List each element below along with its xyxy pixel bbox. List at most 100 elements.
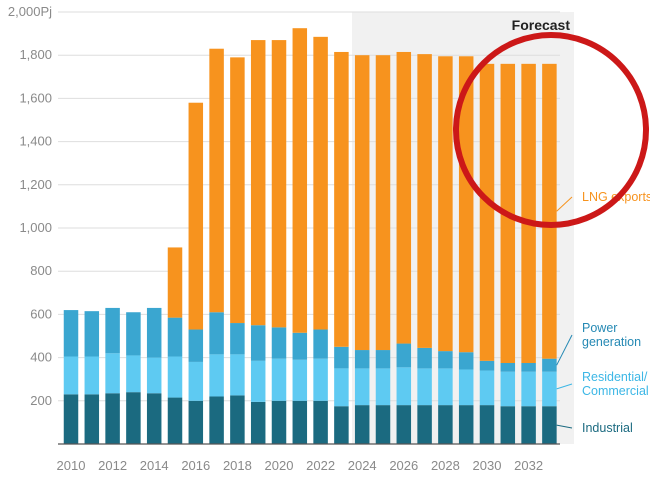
legend-label-line: Power bbox=[582, 321, 617, 335]
bar-segment bbox=[334, 368, 349, 407]
bar-segment bbox=[250, 401, 266, 444]
bar-segment bbox=[500, 363, 516, 372]
bar-segment bbox=[313, 329, 328, 359]
bar-segment bbox=[84, 356, 100, 395]
bar-segment bbox=[396, 367, 412, 406]
bar-segment bbox=[334, 346, 349, 369]
legend-label-line: Residential/ bbox=[582, 370, 648, 384]
bar-segment bbox=[188, 361, 204, 401]
x-tick-label: 2028 bbox=[431, 458, 460, 473]
bar-segment bbox=[542, 406, 557, 444]
bar-segment bbox=[63, 356, 79, 395]
gridlines bbox=[58, 11, 560, 402]
bar-segment bbox=[188, 329, 204, 362]
bar-segment bbox=[313, 358, 328, 401]
bar-segment bbox=[479, 360, 495, 371]
bar-segment bbox=[500, 371, 516, 407]
y-axis-ticks: 2,000Pj 1,800 1,600 1,400 1,200 1,000 800 600 40… bbox=[8, 4, 52, 408]
bar-segment bbox=[313, 36, 328, 330]
bar-segment bbox=[438, 405, 453, 444]
bar-segment bbox=[292, 359, 308, 401]
legend-label-line: generation bbox=[582, 335, 641, 349]
bar-segment bbox=[417, 54, 432, 348]
bar-segment bbox=[105, 393, 120, 444]
bar-segment bbox=[396, 343, 412, 368]
x-tick-label: 2018 bbox=[223, 458, 252, 473]
legend-connector bbox=[556, 196, 573, 212]
legend-label: Residential/Commercial bbox=[582, 370, 649, 398]
forecast-label: Forecast bbox=[512, 17, 571, 33]
x-axis-ticks: 2010 2012 2014 2016 2018 2020 2022 2024 2026 2028… bbox=[57, 458, 544, 473]
x-tick-label: 2016 bbox=[181, 458, 210, 473]
bar-segment bbox=[63, 310, 79, 357]
bars-group bbox=[63, 28, 557, 444]
bar-segment bbox=[292, 332, 308, 360]
y-tick-label: 2,000Pj bbox=[8, 4, 52, 19]
bar-segment bbox=[292, 400, 308, 444]
bar-segment bbox=[250, 360, 266, 402]
bar-segment bbox=[84, 394, 100, 444]
legend-connector bbox=[556, 424, 573, 429]
bar-segment bbox=[521, 371, 536, 407]
x-tick-label: 2024 bbox=[348, 458, 377, 473]
legend-label: Industrial bbox=[582, 421, 633, 435]
y-tick-label: 600 bbox=[30, 306, 52, 321]
x-tick-label: 2014 bbox=[140, 458, 169, 473]
bar-segment bbox=[417, 405, 432, 444]
bar-segment bbox=[521, 363, 536, 372]
legend-label-line: Commercial bbox=[582, 384, 649, 398]
bar-segment bbox=[126, 355, 141, 393]
bar-segment bbox=[167, 317, 183, 357]
bar-segment bbox=[313, 400, 328, 444]
bar-segment bbox=[292, 28, 308, 333]
bar-segment bbox=[167, 397, 183, 444]
bar-segment bbox=[479, 405, 495, 444]
y-tick-label: 1,200 bbox=[19, 177, 52, 192]
bar-segment bbox=[479, 370, 495, 406]
x-tick-label: 2012 bbox=[98, 458, 127, 473]
bar-segment bbox=[375, 368, 391, 406]
y-tick-label: 200 bbox=[30, 393, 52, 408]
bar-segment bbox=[209, 48, 224, 313]
bar-segment bbox=[334, 51, 349, 347]
bar-segment bbox=[521, 63, 536, 364]
bar-segment bbox=[354, 368, 370, 406]
bar-segment bbox=[146, 357, 162, 394]
bar-segment bbox=[375, 55, 391, 351]
x-tick-label: 2030 bbox=[473, 458, 502, 473]
bar-segment bbox=[438, 56, 453, 352]
bar-segment bbox=[458, 352, 474, 370]
y-tick-label: 1,600 bbox=[19, 90, 52, 105]
bar-segment bbox=[334, 406, 349, 444]
x-tick-label: 2026 bbox=[389, 458, 418, 473]
bar-segment bbox=[126, 392, 141, 444]
bar-segment bbox=[542, 371, 557, 407]
bar-segment bbox=[230, 57, 245, 324]
bar-segment bbox=[354, 55, 370, 351]
bar-segment bbox=[146, 393, 162, 444]
x-tick-label: 2022 bbox=[306, 458, 335, 473]
bar-segment bbox=[230, 395, 245, 444]
bar-segment bbox=[230, 354, 245, 396]
bar-segment bbox=[438, 351, 453, 369]
bar-segment bbox=[271, 40, 287, 328]
bar-segment bbox=[458, 369, 474, 406]
bar-segment bbox=[375, 405, 391, 444]
bar-segment bbox=[167, 356, 183, 398]
bar-segment bbox=[438, 368, 453, 406]
bar-segment bbox=[63, 394, 79, 444]
bar-segment bbox=[542, 63, 557, 359]
y-tick-label: 800 bbox=[30, 263, 52, 278]
bar-segment bbox=[396, 51, 412, 344]
bar-segment bbox=[105, 307, 120, 354]
bar-segment bbox=[417, 347, 432, 369]
bar-segment bbox=[188, 102, 204, 330]
bar-segment bbox=[230, 323, 245, 355]
bar-segment bbox=[167, 247, 183, 318]
bar-segment bbox=[126, 312, 141, 356]
bar-segment bbox=[271, 327, 287, 359]
y-tick-label: 1,000 bbox=[19, 220, 52, 235]
legend-label: Power generation bbox=[582, 321, 641, 349]
